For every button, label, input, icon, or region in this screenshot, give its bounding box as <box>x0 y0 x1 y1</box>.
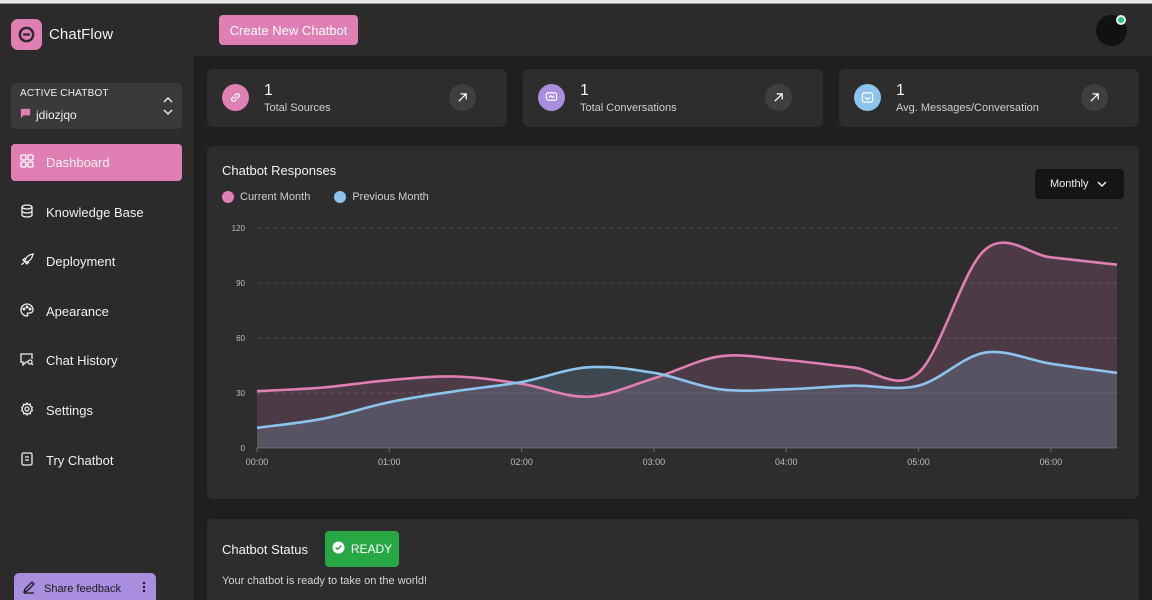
sidebar-item-label: Apearance <box>46 303 109 319</box>
legend-label: Previous Month <box>352 191 429 203</box>
rocket-icon <box>20 253 34 270</box>
y-tick-label: 60 <box>236 334 245 343</box>
pencil-icon <box>22 580 36 597</box>
legend-dot-current <box>222 191 234 203</box>
inbox-icon <box>854 84 881 111</box>
stat-value: 1 <box>580 82 589 99</box>
sidebar-item-dashboard[interactable]: Dashboard <box>11 144 182 181</box>
period-dropdown-label: Monthly <box>1050 178 1089 190</box>
grid-icon <box>20 154 34 171</box>
palette-icon <box>20 303 34 320</box>
chat-search-icon <box>20 352 34 369</box>
stat-card-total-conversations: 1 Total Conversations <box>523 69 823 127</box>
link-icon <box>222 84 249 111</box>
stat-label: Total Sources <box>264 102 331 114</box>
y-tick-label: 30 <box>236 389 245 398</box>
brand-name: ChatFlow <box>49 26 114 43</box>
stat-label: Total Conversations <box>580 102 677 114</box>
y-tick-label: 90 <box>236 279 245 288</box>
chatbot-status-card: Chatbot Status READY Your chatbot is rea… <box>207 519 1139 600</box>
sidebar-item-chat-history[interactable]: Chat History <box>11 342 182 379</box>
chatbot-responses-card: Chatbot Responses Current Month Previous… <box>207 146 1139 499</box>
x-tick-label: 02:00 <box>510 457 533 467</box>
sidebar-item-deployment[interactable]: Deployment <box>11 243 182 280</box>
sidebar-item-label: Knowledge Base <box>46 204 144 220</box>
legend-dot-previous <box>334 191 347 203</box>
sidebar-item-label: Try Chatbot <box>46 452 114 468</box>
try-chat-icon <box>20 451 34 469</box>
status-title: Chatbot Status <box>222 542 308 557</box>
check-circle-icon <box>332 541 345 557</box>
status-badge-label: READY <box>350 542 393 556</box>
stat-card-avg-messages: 1 Avg. Messages/Conversation <box>839 69 1139 127</box>
stat-label: Avg. Messages/Conversation <box>896 102 1039 114</box>
chevron-down-icon <box>1097 178 1107 190</box>
x-tick-label: 04:00 <box>775 457 798 467</box>
sidebar-item-label: Chat History <box>46 353 118 369</box>
stat-value: 1 <box>264 82 273 99</box>
legend-item-current[interactable]: Current Month <box>222 191 310 203</box>
arrow-up-right-icon[interactable] <box>765 84 792 111</box>
arrow-up-right-icon[interactable] <box>1081 84 1108 111</box>
line-current-month <box>256 241 1118 398</box>
sidebar-item-label: Settings <box>46 402 93 418</box>
chart-legend: Current Month Previous Month <box>222 191 429 203</box>
active-chatbot-selector[interactable]: ACTIVE CHATBOT jdiozjqo <box>11 83 182 129</box>
sidebar-nav: Dashboard Knowledge Base Deployment Apea… <box>11 144 182 491</box>
sidebar-item-label: Deployment <box>46 254 116 270</box>
sidebar-item-appearance[interactable]: Apearance <box>11 293 182 330</box>
gear-icon <box>20 401 34 419</box>
online-status-dot <box>1116 15 1126 25</box>
status-message: Your chatbot is ready to take on the wor… <box>222 575 428 587</box>
arrow-up-right-icon[interactable] <box>449 84 476 111</box>
y-tick-label: 0 <box>241 444 246 453</box>
chat-bubble-icon <box>538 84 565 111</box>
legend-label: Current Month <box>240 191 311 203</box>
sidebar: ChatFlow ACTIVE CHATBOT jdiozjqo Dashboa… <box>0 4 194 600</box>
stat-card-total-sources: 1 Total Sources <box>207 69 507 127</box>
area-previous-month <box>257 351 1117 448</box>
sidebar-item-label: Dashboard <box>46 155 110 170</box>
active-chatbot-label: ACTIVE CHATBOT <box>20 88 109 99</box>
line-previous-month <box>256 350 1118 430</box>
x-tick-label: 01:00 <box>378 457 401 467</box>
sidebar-item-knowledge-base[interactable]: Knowledge Base <box>11 194 182 231</box>
sidebar-item-try-chatbot[interactable]: Try Chatbot <box>11 442 182 479</box>
active-chatbot-name: jdiozjqo <box>36 108 77 122</box>
stat-value: 1 <box>896 82 905 99</box>
legend-item-previous[interactable]: Previous Month <box>334 191 429 203</box>
active-chatbot-row: jdiozjqo <box>20 106 77 124</box>
top-bar: Create New Chatbot <box>194 4 1152 56</box>
brand[interactable]: ChatFlow <box>11 19 113 50</box>
chat-flag-icon <box>20 106 31 124</box>
x-tick-label: 05:00 <box>907 457 930 467</box>
sidebar-item-settings[interactable]: Settings <box>11 392 182 429</box>
share-feedback-button[interactable]: Share feedback <box>14 573 156 600</box>
period-dropdown[interactable]: Monthly <box>1035 169 1124 199</box>
area-current-month <box>257 242 1117 448</box>
share-feedback-label: Share feedback <box>44 582 122 595</box>
window-top-edge <box>0 0 1152 4</box>
status-badge: READY <box>325 531 399 567</box>
responses-chart: 0 30 60 90 120 00:00 01:00 02:00 03:00 04:00 05:00… <box>232 224 1118 467</box>
x-tick-label: 06:00 <box>1040 457 1063 467</box>
chat-logo-icon <box>11 19 42 50</box>
x-tick-label: 00:00 <box>246 457 269 467</box>
chart-title: Chatbot Responses <box>222 163 337 178</box>
more-vertical-icon[interactable] <box>142 581 146 596</box>
chevron-up-down-icon <box>163 96 173 121</box>
database-icon <box>20 203 34 221</box>
x-tick-label: 03:00 <box>643 457 666 467</box>
create-new-chatbot-button[interactable]: Create New Chatbot <box>219 15 358 45</box>
y-tick-label: 120 <box>232 224 246 233</box>
